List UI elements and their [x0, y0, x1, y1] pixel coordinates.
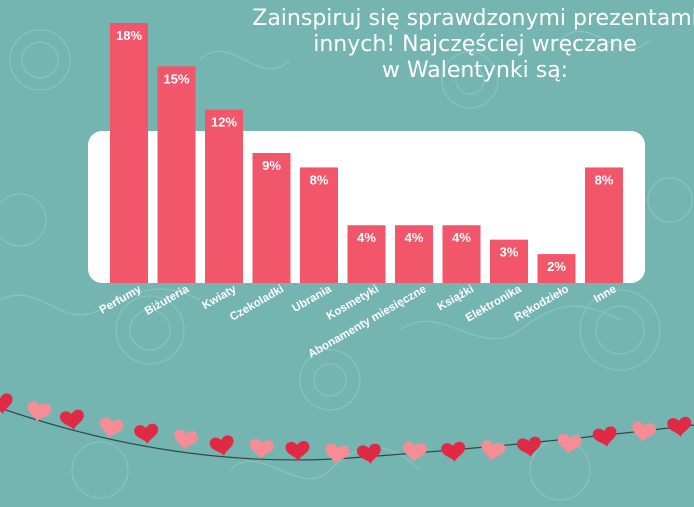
heart-icon — [481, 440, 506, 461]
garland-string — [0, 407, 694, 461]
heart-icon — [174, 429, 198, 450]
data-label: 4% — [405, 230, 424, 245]
heart-icon — [441, 441, 466, 462]
heart-icon — [402, 441, 427, 462]
data-label: 12% — [211, 115, 237, 130]
bar-elektronika — [490, 239, 528, 283]
data-label: 18% — [116, 28, 142, 43]
heart-icon — [517, 436, 541, 457]
title-line-3: w Walentynki są: — [381, 58, 569, 83]
title-line-2: innych! Najczęściej wręczane — [313, 32, 637, 57]
heart-icon — [667, 416, 692, 437]
data-label: 8% — [595, 172, 614, 187]
bar-perfumy — [110, 23, 148, 283]
bar-abonamenty-miesięczne — [395, 225, 433, 283]
data-label: 3% — [500, 245, 519, 260]
heart-icon — [0, 393, 13, 414]
heart-icon — [325, 443, 350, 464]
bar-książki — [442, 225, 481, 283]
bar-ubrania — [300, 167, 338, 283]
bar-czekoladki — [252, 153, 291, 283]
heart-icon — [99, 417, 124, 438]
data-label: 8% — [310, 172, 329, 187]
title-line-1: Zainspiruj się sprawdzonymi prezentami — [252, 6, 694, 31]
heart-icon — [357, 443, 381, 464]
heart-icon — [557, 433, 582, 454]
heart-icon — [60, 409, 84, 430]
heart-icon — [249, 438, 274, 459]
data-label: 9% — [262, 158, 281, 173]
heart-icon — [134, 423, 159, 444]
heart-icon — [285, 441, 310, 461]
bar-rękodzieło — [537, 254, 576, 283]
data-label: 4% — [357, 230, 376, 245]
heart-icon — [209, 435, 234, 456]
bar-inne — [585, 167, 623, 283]
data-label: 2% — [547, 259, 566, 274]
bar-kwiaty — [205, 109, 243, 284]
bar-biżuteria — [157, 66, 196, 283]
heart-icon — [592, 426, 617, 447]
heart-icon — [632, 421, 656, 442]
bar-kosmetyki — [347, 225, 386, 283]
data-label: 15% — [163, 71, 189, 86]
chart-title: Zainspiruj się sprawdzonymi prezentami i… — [240, 6, 694, 84]
heart-icon — [27, 401, 52, 422]
data-label: 4% — [452, 230, 471, 245]
